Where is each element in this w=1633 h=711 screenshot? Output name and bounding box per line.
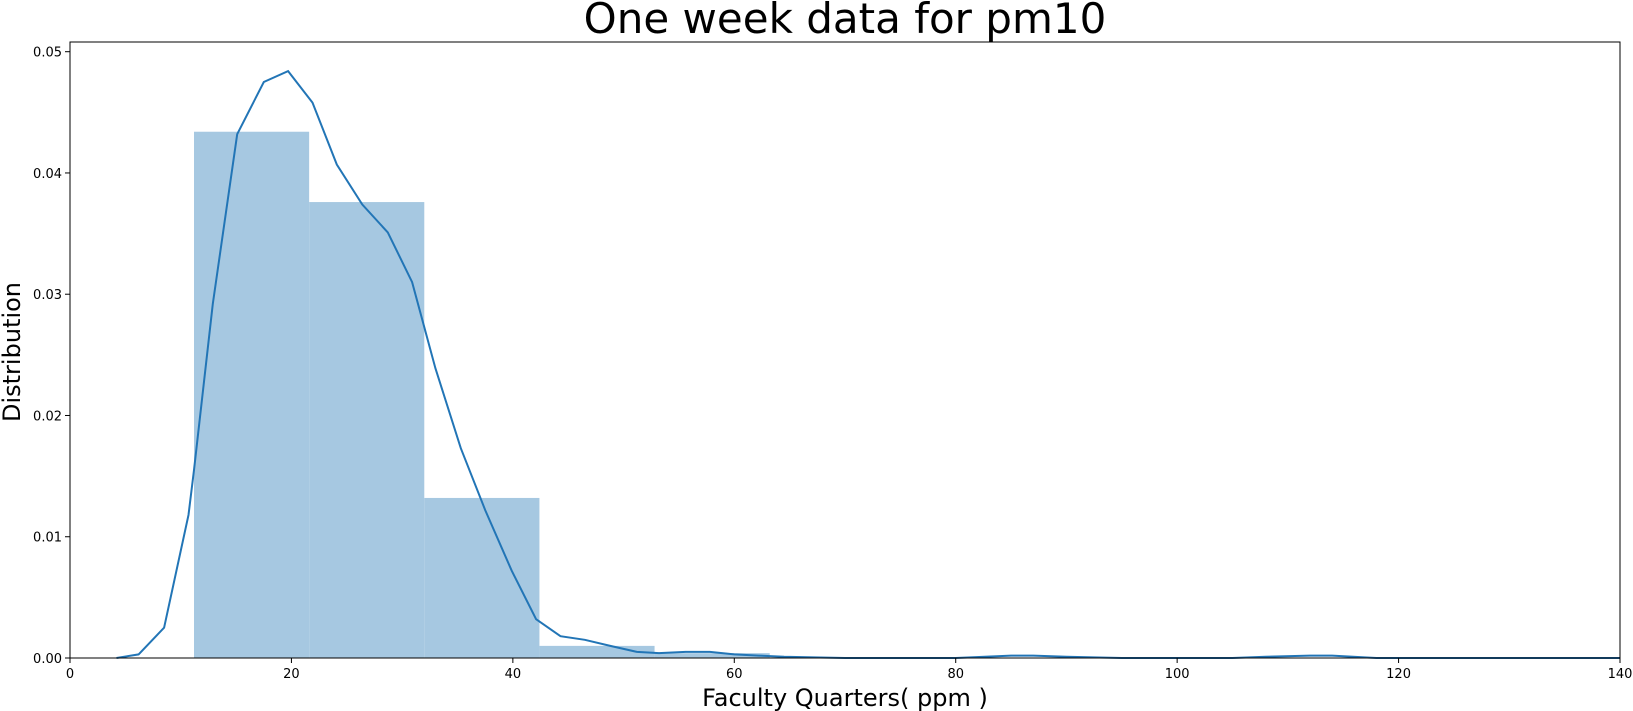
x-tick-label: 40 [505, 667, 522, 682]
x-tick-label: 80 [947, 667, 964, 682]
x-axis-title: Faculty Quarters( ppm ) [702, 684, 988, 711]
y-tick-label: 0.03 [33, 288, 62, 303]
x-axis: 0 20 40 60 80 100 120 140 [66, 658, 1633, 682]
y-axis-title: Distribution [0, 282, 26, 422]
histogram-bar-5 [654, 653, 770, 658]
x-tick-label: 60 [726, 667, 743, 682]
histogram-bar-1 [194, 131, 310, 658]
x-tick-label: 100 [1165, 667, 1190, 682]
x-tick-label: 140 [1608, 667, 1633, 682]
y-axis: 0.00 0.01 0.02 0.03 0.04 0.05 [33, 46, 70, 667]
y-tick-label: 0.05 [33, 46, 62, 61]
x-tick-label: 0 [66, 667, 74, 682]
y-tick-label: 0.01 [33, 531, 62, 546]
y-tick-label: 0.04 [33, 167, 62, 182]
chart-title: One week data for pm10 [584, 0, 1107, 43]
x-tick-label: 120 [1386, 667, 1411, 682]
histogram-bar-3 [424, 497, 540, 658]
y-tick-label: 0.00 [33, 652, 62, 667]
y-tick-label: 0.02 [33, 409, 62, 424]
histogram-bar-2 [309, 202, 425, 658]
plot-area [116, 69, 1620, 659]
axes-frame [69, 41, 1621, 659]
x-tick-label: 20 [283, 667, 300, 682]
